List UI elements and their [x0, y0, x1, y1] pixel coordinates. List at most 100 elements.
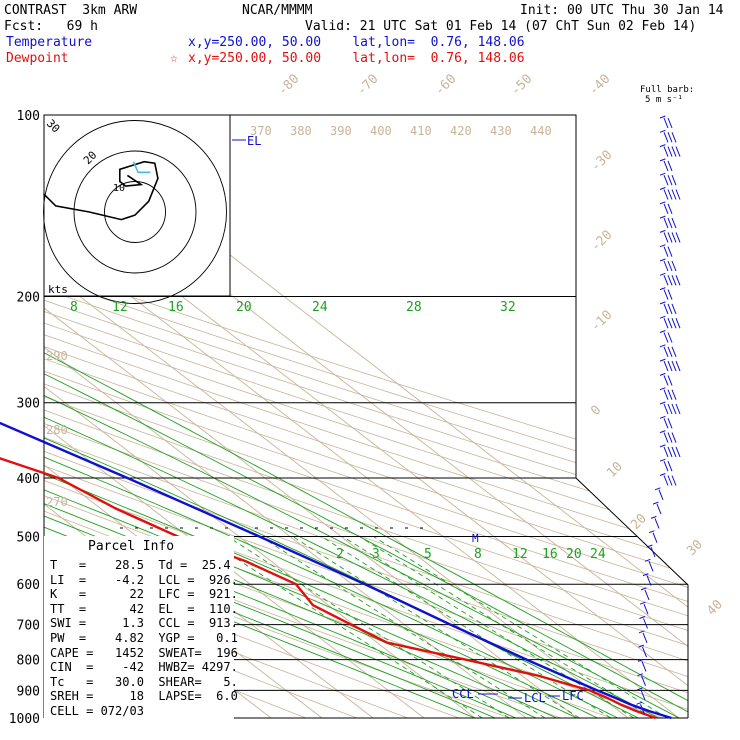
valid-time: Valid: 21 UTC Sat 01 Feb 14 (07 ChT Sun … — [305, 19, 697, 34]
dry-adiabat — [44, 115, 688, 718]
wind-barb-flag — [671, 146, 677, 157]
wind-barb — [659, 458, 673, 472]
wind-barb-flag — [671, 132, 677, 143]
wind-barb-flag — [646, 575, 652, 586]
parcel-row: LI = -4.2 LCL = 926. — [50, 572, 238, 587]
wind-barb-flag — [667, 260, 673, 272]
parcel-row: T = 28.5 Td = 25.4 — [50, 558, 231, 572]
temperature-trace — [0, 421, 672, 720]
isotherm-line — [0, 115, 16, 718]
wind-barb-flag — [667, 189, 673, 200]
wind-barb — [659, 473, 677, 486]
wind-barb-staff — [659, 201, 666, 205]
wind-barb-flag — [663, 260, 669, 272]
pressure-tick-label: 700 — [17, 619, 40, 634]
wind-barb-flag — [663, 475, 669, 486]
pressure-tick-label: 500 — [17, 530, 40, 545]
storm-motion-vector — [132, 161, 151, 174]
pressure-tick-label: 100 — [17, 109, 40, 124]
theta-label: 270 — [46, 495, 68, 509]
wind-barb-flag — [675, 446, 681, 458]
hodograph-ring — [73, 150, 197, 274]
dry-adiabat — [44, 115, 688, 718]
isotherm-label: -30 — [588, 148, 615, 175]
isotherm-line — [44, 115, 476, 718]
dry-adiabat — [44, 115, 688, 718]
wind-barb-staff — [642, 573, 649, 577]
isotherm-line — [44, 115, 680, 718]
wind-barb — [644, 558, 654, 572]
wind-barb-flag — [663, 360, 669, 372]
theta-label: 440 — [530, 124, 552, 138]
wind-barb — [659, 344, 677, 357]
wind-barb-flag — [663, 461, 669, 472]
wind-barb-flag — [667, 475, 673, 486]
wind-barb-flag — [675, 146, 681, 157]
wind-barb-staff — [644, 558, 651, 562]
frame-right-edge — [44, 114, 689, 718]
pressure-tick-label: 600 — [17, 578, 40, 593]
wind-barb-staff — [659, 272, 666, 276]
moist-adiabat — [44, 268, 618, 718]
wind-barb-flag — [675, 232, 681, 243]
wind-barb-flag — [671, 389, 677, 400]
isotherm-label: 30 — [684, 537, 706, 559]
ccl-label: CCL — [452, 687, 474, 701]
theta-label: 420 — [450, 124, 472, 138]
moist-adiabat-label: 32 — [500, 300, 516, 315]
mixing-ratio-label: 20 — [566, 547, 582, 562]
wind-barb-flag — [675, 403, 681, 415]
wind-barb — [659, 330, 673, 343]
wind-barb-flag — [667, 175, 673, 186]
parcel-row: Tc = 30.0 SHEAR= 5. — [50, 674, 238, 689]
wind-barb-flag — [643, 604, 649, 615]
mixing-ratio-label: 12 — [512, 547, 528, 562]
wind-barb — [659, 258, 677, 272]
moist-adiabat-label: 12 — [112, 300, 128, 315]
wind-barb-flag — [671, 403, 677, 415]
wind-barb-flag — [641, 661, 647, 672]
barb-legend-line2: 5 m s⁻¹ — [645, 95, 683, 105]
dry-adiabat — [44, 115, 358, 718]
hodograph-panel — [43, 114, 231, 297]
wind-barb-staff — [659, 158, 666, 162]
wind-barb-flag — [675, 189, 681, 200]
isotherm-label: -20 — [588, 228, 615, 255]
model-title: CONTRAST 3km ARW — [4, 3, 138, 18]
dry-adiabat — [44, 115, 688, 718]
wind-barb-flag — [667, 146, 673, 157]
theta-label: 400 — [370, 124, 392, 138]
wind-barb — [659, 158, 673, 172]
dewpoint-legend: Dewpoint — [6, 51, 69, 66]
wind-barb — [659, 372, 673, 386]
wind-barb — [659, 301, 677, 315]
isotherm-label: -70 — [354, 72, 381, 99]
wind-barb — [659, 415, 673, 429]
wind-barb-staff — [659, 401, 666, 405]
wind-barb-flag — [667, 132, 673, 143]
wind-barb-staff — [659, 387, 666, 391]
dry-adiabat — [44, 115, 688, 718]
parcel-info-box: Parcel Info T = 28.5 Td = 25.4 LI = -4.2 … — [44, 536, 238, 726]
org-label: NCAR/MMMM — [242, 3, 313, 18]
wind-barb — [659, 401, 681, 415]
wind-barb-flag — [667, 346, 673, 357]
wind-barb-flag — [667, 461, 673, 472]
dry-adiabat — [44, 115, 688, 718]
wind-barb-flag — [663, 289, 669, 300]
wind-barb-flag — [671, 189, 677, 200]
wind-barb-staff — [659, 115, 666, 119]
wind-barb-flag — [663, 246, 669, 257]
moist-adiabat-label: 20 — [236, 300, 252, 315]
wind-barb-staff — [638, 644, 645, 648]
wind-barb — [638, 644, 647, 658]
wind-barb — [659, 444, 681, 458]
isotherm-label: 10 — [604, 459, 626, 481]
dry-adiabat — [44, 115, 688, 718]
wind-barb — [659, 172, 677, 186]
wind-barb-flag — [663, 217, 669, 229]
wind-barb — [659, 187, 681, 200]
wind-barb-flag — [671, 346, 677, 357]
wind-barb-flag — [667, 275, 673, 286]
